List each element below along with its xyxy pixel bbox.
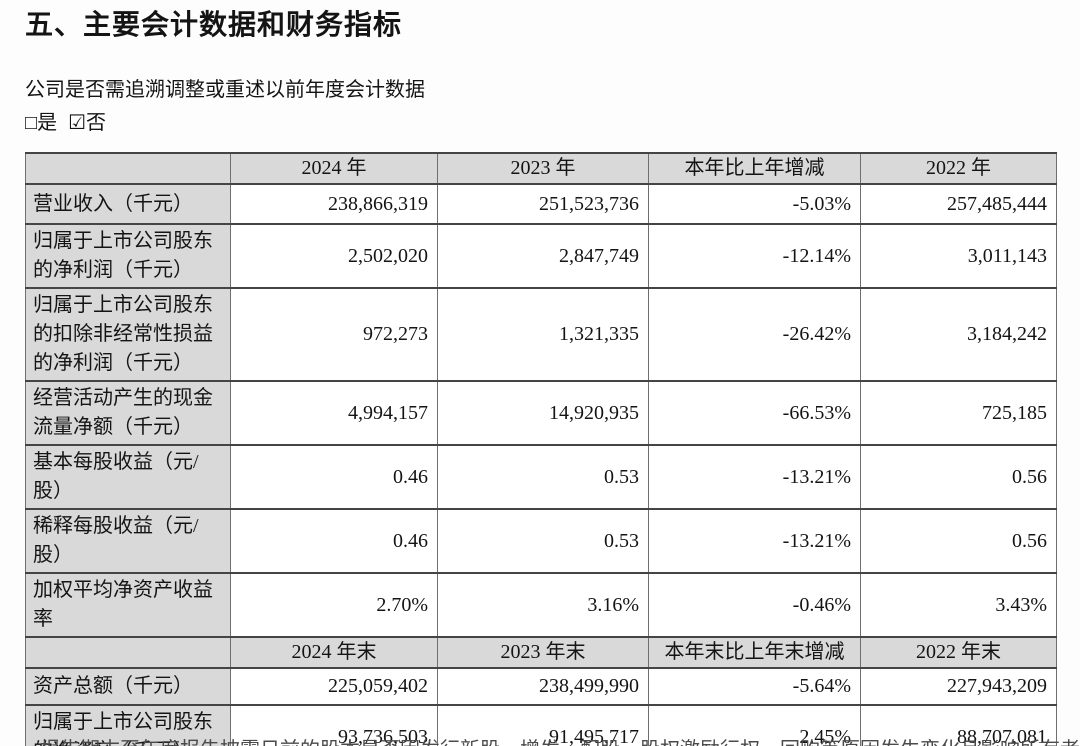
- table-row-net-profit: 归属于上市公司股东 的净利润（千元） 2,502,020 2,847,749 -…: [25, 223, 1057, 289]
- cell-2022: 3.43%: [860, 572, 1057, 638]
- row-label-cell: 稀释每股收益（元/ 股）: [25, 508, 231, 574]
- table-row-net-profit-excl-nonrecurring: 归属于上市公司股东 的扣除非经常性损益 的净利润（千元） 972,273 1,3…: [25, 287, 1057, 382]
- cell-2022: 227,943,209: [860, 667, 1057, 706]
- table-row-weighted-avg-roe: 加权平均净资产收益 率 2.70% 3.16% -0.46% 3.43%: [25, 572, 1057, 638]
- yearend-2024-header: 2024 年末: [230, 636, 438, 669]
- table-row-total-assets: 资产总额（千元） 225,059,402 238,499,990 -5.64% …: [25, 667, 1057, 706]
- row-label-cell: 资产总额（千元）: [25, 667, 231, 706]
- cell-change: 2.45%: [648, 704, 861, 746]
- cell-2023: 251,523,736: [437, 183, 649, 225]
- cell-2024: 0.46: [230, 444, 438, 510]
- cell-2023: 0.53: [437, 508, 649, 574]
- section-title: 五、主要会计数据和财务指标: [25, 10, 403, 41]
- cell-2022: 257,485,444: [860, 183, 1057, 225]
- checkbox-no-checked: ☑否: [68, 112, 107, 134]
- year-2022-header: 2022 年: [860, 152, 1057, 185]
- blank-header-cell: [25, 636, 231, 669]
- cell-2023: 1,321,335: [437, 287, 649, 382]
- cell-2022: 0.56: [860, 444, 1057, 510]
- cell-change: -5.64%: [648, 667, 861, 706]
- yearend-change-header: 本年末比上年末增减: [648, 636, 861, 669]
- cell-2022: 3,184,242: [860, 287, 1057, 382]
- checkbox-yes: □是: [25, 112, 58, 134]
- cell-2023: 2,847,749: [437, 223, 649, 289]
- yearend-2022-header: 2022 年末: [860, 636, 1057, 669]
- cell-2024: 238,866,319: [230, 183, 438, 225]
- cell-2022: 725,185: [860, 380, 1057, 446]
- row-label-cell: 归属于上市公司股东 的净资产（千元）: [25, 704, 231, 746]
- cell-change: -12.14%: [648, 223, 861, 289]
- yoy-change-header: 本年比上年增减: [648, 152, 861, 185]
- cell-change: -66.53%: [648, 380, 861, 446]
- cell-2023: 3.16%: [437, 572, 649, 638]
- row-label-cell: 归属于上市公司股东 的扣除非经常性损益 的净利润（千元）: [25, 287, 231, 382]
- row-label-cell: 归属于上市公司股东 的净利润（千元）: [25, 223, 231, 289]
- restatement-question: 公司是否需追溯调整或重述以前年度会计数据: [25, 79, 425, 101]
- cell-2024: 2.70%: [230, 572, 438, 638]
- table-row-operating-cash-flow: 经营活动产生的现金 流量净额（千元） 4,994,157 14,920,935 …: [25, 380, 1057, 446]
- cell-2024: 225,059,402: [230, 667, 438, 706]
- row-label-cell: 加权平均净资产收益 率: [25, 572, 231, 638]
- cell-2023: 91,495,717: [437, 704, 649, 746]
- cell-2024: 972,273: [230, 287, 438, 382]
- cell-change: -13.21%: [648, 444, 861, 510]
- cell-change: -26.42%: [648, 287, 861, 382]
- cell-2024: 2,502,020: [230, 223, 438, 289]
- table-row-net-assets: 归属于上市公司股东 的净资产（千元） 93,736,503 91,495,717…: [25, 704, 1057, 746]
- table-row-basic-eps: 基本每股收益（元/ 股） 0.46 0.53 -13.21% 0.56: [25, 444, 1057, 510]
- yearend-header-row: 2024 年末 2023 年末 本年末比上年末增减 2022 年末: [25, 636, 1057, 669]
- cell-2022: 0.56: [860, 508, 1057, 574]
- cell-change: -0.46%: [648, 572, 861, 638]
- table-row-diluted-eps: 稀释每股收益（元/ 股） 0.46 0.53 -13.21% 0.56: [25, 508, 1057, 574]
- table-row-revenue: 营业收入（千元） 238,866,319 251,523,736 -5.03% …: [25, 183, 1057, 225]
- row-label-cell: 营业收入（千元）: [25, 183, 231, 225]
- annual-header-row: 2024 年 2023 年 本年比上年增减 2022 年: [25, 152, 1057, 185]
- cell-2022: 88,707,081: [860, 704, 1057, 746]
- cell-2023: 14,920,935: [437, 380, 649, 446]
- row-label-cell: 基本每股收益（元/ 股）: [25, 444, 231, 510]
- cell-2024: 0.46: [230, 508, 438, 574]
- yearend-2023-header: 2023 年末: [437, 636, 649, 669]
- cell-2024: 4,994,157: [230, 380, 438, 446]
- blank-header-cell: [25, 152, 231, 185]
- restatement-answer-line: □是 ☑否: [25, 111, 1055, 135]
- cell-2023: 0.53: [437, 444, 649, 510]
- cell-change: -13.21%: [648, 508, 861, 574]
- year-2023-header: 2023 年: [437, 152, 649, 185]
- year-2024-header: 2024 年: [230, 152, 438, 185]
- cell-2022: 3,011,143: [860, 223, 1057, 289]
- cell-2023: 238,499,990: [437, 667, 649, 706]
- row-label-cell: 经营活动产生的现金 流量净额（千元）: [25, 380, 231, 446]
- key-financial-indicators-table: 2024 年 2023 年 本年比上年增减 2022 年 营业收入（千元） 23…: [25, 152, 1057, 746]
- cell-change: -5.03%: [648, 183, 861, 225]
- truncated-footnote: 报告期末至年度报告披露日前的股本是否因发行新股、增发、配股、股权激励行权、回购等…: [40, 737, 1080, 746]
